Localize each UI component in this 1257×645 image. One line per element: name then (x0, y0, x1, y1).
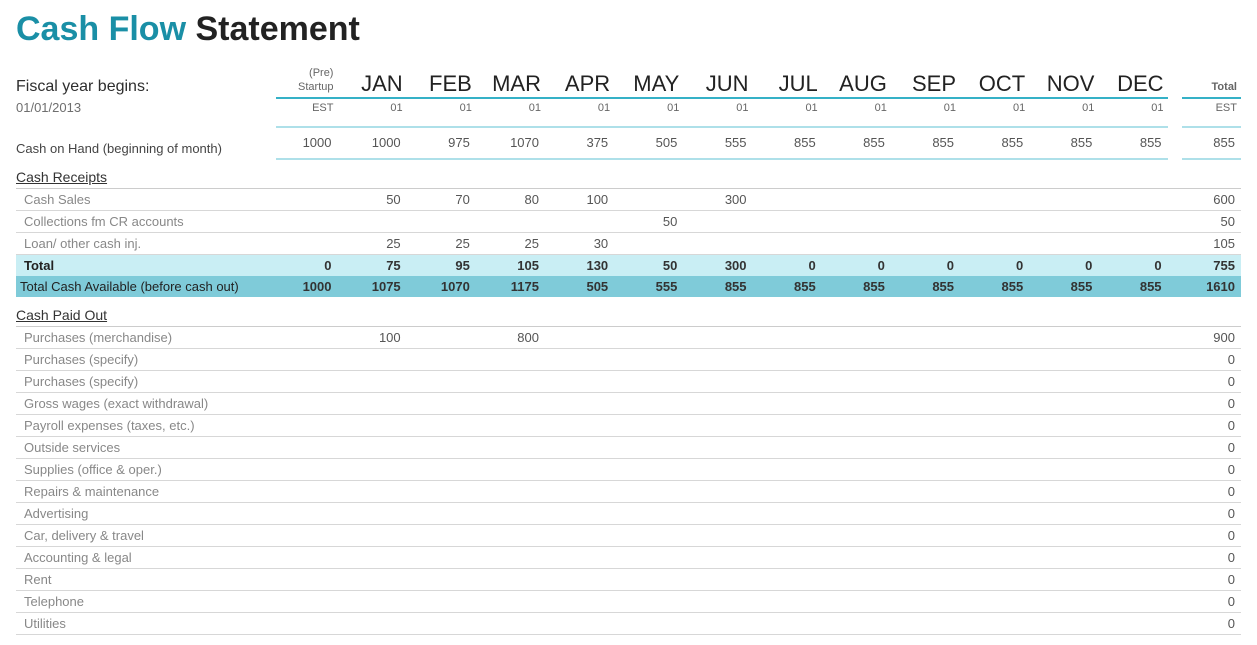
col-month-may: MAY (614, 67, 683, 98)
fiscal-year-label: Fiscal year begins: (16, 67, 276, 98)
table-row: Utilities0 (16, 612, 1241, 634)
section-cash-paid-out: Cash Paid Out (16, 297, 1241, 327)
row-label: Cash on Hand (beginning of month) (16, 127, 276, 159)
col-month-jun: JUN (683, 67, 752, 98)
fiscal-year-date: 01/01/2013 (16, 98, 276, 115)
table-row: Repairs & maintenance0 (16, 480, 1241, 502)
table-row: Cash Sales507080100300600 (16, 188, 1241, 210)
table-row: Payroll expenses (taxes, etc.)0 (16, 414, 1241, 436)
table-row: Purchases (specify)0 (16, 370, 1241, 392)
table-row: Telephone0 (16, 590, 1241, 612)
col-month-feb: FEB (407, 67, 476, 98)
title-part2: Statement (186, 10, 360, 48)
row-label: Outside services (16, 436, 276, 458)
row-label: Supplies (office & oper.) (16, 458, 276, 480)
col-month-aug: AUG (822, 67, 891, 98)
table-row: Accounting & legal0 (16, 546, 1241, 568)
table-row: Outside services0 (16, 436, 1241, 458)
page-title: Cash Flow Statement (16, 10, 1241, 49)
table-row: Supplies (office & oper.)0 (16, 458, 1241, 480)
col-pre-sub: EST (276, 98, 337, 115)
row-label: Purchases (merchandise) (16, 326, 276, 348)
row-label: Loan/ other cash inj. (16, 232, 276, 254)
header-row-sub: 01/01/2013 EST 01 01 01 01 01 01 01 01 0… (16, 98, 1241, 115)
row-total-cash-available: Total Cash Available (before cash out) 1… (16, 276, 1241, 297)
title-part1: Cash Flow (16, 10, 186, 48)
section-cash-receipts: Cash Receipts (16, 159, 1241, 189)
col-pre-header: (Pre) Startup (276, 67, 337, 98)
col-month-jul: JUL (753, 67, 822, 98)
row-label: Payroll expenses (taxes, etc.) (16, 414, 276, 436)
col-month-dec: DEC (1098, 67, 1167, 98)
table-row: Gross wages (exact withdrawal)0 (16, 392, 1241, 414)
row-label: Car, delivery & travel (16, 524, 276, 546)
table-row: Collections fm CR accounts5050 (16, 210, 1241, 232)
col-month-jan: JAN (337, 67, 406, 98)
table-row: Loan/ other cash inj.25252530105 (16, 232, 1241, 254)
row-label: Advertising (16, 502, 276, 524)
col-month-mar: MAR (476, 67, 545, 98)
row-cash-on-hand: Cash on Hand (beginning of month) 1000 1… (16, 127, 1241, 159)
col-month-nov: NOV (1029, 67, 1098, 98)
col-month-sep: SEP (891, 67, 960, 98)
row-label: Rent (16, 568, 276, 590)
table-row: Car, delivery & travel0 (16, 524, 1241, 546)
row-label: Utilities (16, 612, 276, 634)
row-label: Collections fm CR accounts (16, 210, 276, 232)
row-label: Cash Sales (16, 188, 276, 210)
col-month-apr: APR (545, 67, 614, 98)
table-row: Purchases (specify)0 (16, 348, 1241, 370)
row-receipts-total: Total 0 75 95 105 130 50 300 0 0 0 0 0 0… (16, 254, 1241, 276)
cashflow-table: Fiscal year begins: (Pre) Startup JAN FE… (16, 67, 1241, 635)
table-row: Advertising0 (16, 502, 1241, 524)
col-total-header: Total (1182, 67, 1241, 98)
row-label: Repairs & maintenance (16, 480, 276, 502)
row-label: Purchases (specify) (16, 370, 276, 392)
row-label: Accounting & legal (16, 546, 276, 568)
table-row: Rent0 (16, 568, 1241, 590)
table-row: Purchases (merchandise)100800900 (16, 326, 1241, 348)
row-label: Telephone (16, 590, 276, 612)
col-month-oct: OCT (960, 67, 1029, 98)
col-total-sub: EST (1182, 98, 1241, 115)
row-label: Gross wages (exact withdrawal) (16, 392, 276, 414)
row-label: Purchases (specify) (16, 348, 276, 370)
header-row-top: Fiscal year begins: (Pre) Startup JAN FE… (16, 67, 1241, 98)
